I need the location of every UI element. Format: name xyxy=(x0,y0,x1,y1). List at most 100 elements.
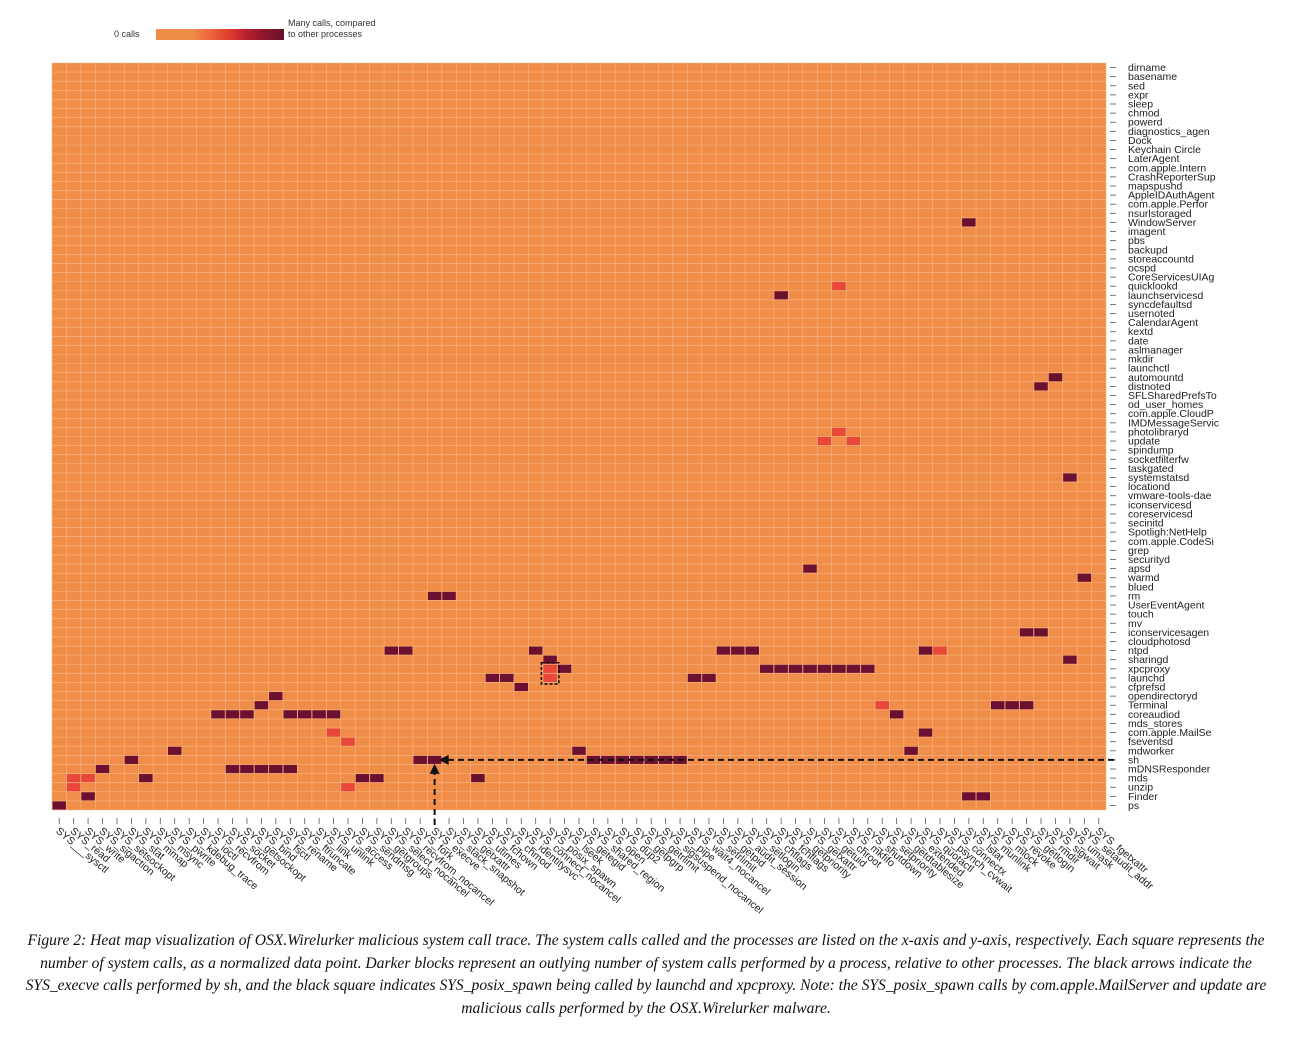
y-tick-label: locationd xyxy=(1128,481,1170,493)
y-tick-label: date xyxy=(1128,335,1149,347)
heatmap-cell xyxy=(269,764,283,774)
heatmap-cell xyxy=(168,746,182,755)
heatmap-cell xyxy=(875,701,889,710)
y-tick-label: SFLSharedPrefsTo xyxy=(1128,390,1217,402)
y-tick-label: launchctl xyxy=(1128,363,1169,375)
heatmap-cell xyxy=(889,710,904,719)
annotations xyxy=(429,661,1114,825)
heatmap-cell xyxy=(745,646,759,655)
y-tick-label: mapspushd xyxy=(1128,180,1182,192)
heatmap-cell xyxy=(124,755,139,764)
y-tick-label: launchservicesd xyxy=(1128,290,1203,302)
y-tick-label: UserEventAgent xyxy=(1128,600,1205,612)
y-tick-label: CalendarAgent xyxy=(1128,317,1198,329)
y-tick-label: spindump xyxy=(1128,445,1174,457)
heatmap-cell xyxy=(326,710,341,719)
heatmap-cell xyxy=(384,646,399,655)
y-tick-label: backupd xyxy=(1128,244,1168,256)
heatmap-cell xyxy=(528,646,543,655)
heatmap-cell xyxy=(846,437,861,446)
y-tick-label: CoreServicesUIAg xyxy=(1128,272,1215,284)
y-tick-label: fseventsd xyxy=(1128,736,1173,748)
heatmap-cell xyxy=(803,564,817,573)
heatmap-cell xyxy=(817,437,832,446)
heatmap-cell xyxy=(500,673,514,682)
highlight-box xyxy=(540,661,560,685)
heatmap-cell xyxy=(1077,573,1092,582)
y-tick-label: pbs xyxy=(1128,235,1145,247)
y-tick-label: od_user_homes xyxy=(1128,399,1203,411)
heatmap-cell xyxy=(95,764,110,774)
legend-high-label-line2: to other processes xyxy=(288,29,363,39)
heatmap-cell xyxy=(1048,373,1063,382)
heatmap-cell xyxy=(283,764,297,774)
heatmap-cell xyxy=(341,737,355,746)
y-tick-label: sed xyxy=(1128,80,1145,92)
y-tick-label: aslmanager xyxy=(1128,344,1183,356)
heatmap-cell xyxy=(990,701,1005,710)
y-tick-label: storeaccountd xyxy=(1128,253,1194,265)
y-tick-label: automountd xyxy=(1128,372,1184,384)
heatmap-cell xyxy=(225,710,240,719)
heatmap-cell xyxy=(326,728,341,737)
heatmap-cell xyxy=(427,755,442,764)
y-tick-label: expr xyxy=(1128,89,1149,101)
y-tick-label: com.apple.CodeSi xyxy=(1128,536,1214,548)
heatmap-cell xyxy=(1063,655,1077,664)
heatmap-cell xyxy=(543,655,557,664)
y-tick-label: quicklookd xyxy=(1128,281,1178,293)
heatmap-cell xyxy=(1034,382,1048,391)
heatmap-cell xyxy=(81,792,95,801)
heatmap-cell xyxy=(427,591,442,600)
heatmap-cell xyxy=(370,774,384,783)
y-tick-label: com.apple.MailSe xyxy=(1128,727,1212,739)
y-tick-label: mds_stores xyxy=(1128,718,1182,730)
y-tick-label: sh xyxy=(1128,754,1139,766)
y-axis-labels: dirnamebasenamesedexprsleepchmodpowerddi… xyxy=(1110,62,1219,812)
heatmap-cell xyxy=(211,710,225,719)
y-tick-label: Finder xyxy=(1128,791,1158,803)
heatmap-cell xyxy=(399,646,413,655)
y-tick-label: vmware-tools-dae xyxy=(1128,490,1212,502)
y-tick-label: systemstatsd xyxy=(1128,472,1189,484)
heatmap-cell xyxy=(774,291,788,300)
y-tick-label: powerd xyxy=(1128,117,1163,129)
y-tick-label: update xyxy=(1128,436,1160,448)
y-tick-label: touch xyxy=(1128,609,1154,621)
arrow-head-left xyxy=(438,754,449,765)
y-tick-label: warmd xyxy=(1127,572,1160,584)
x-axis-labels: SYS___sysctlSYS_readSYS_writeSYS_sigacti… xyxy=(53,818,1156,916)
y-tick-label: nsurlstoraged xyxy=(1128,208,1192,220)
y-tick-label: mDNSResponder xyxy=(1128,764,1211,776)
heatmap-cell xyxy=(918,646,933,655)
y-tick-label: LaterAgent xyxy=(1128,153,1179,165)
heatmap-cell xyxy=(413,755,427,764)
heatmap-cell xyxy=(1019,701,1034,710)
color-legend: 0 calls Many calls, compared to other pr… xyxy=(0,0,420,50)
heatmap-cell xyxy=(572,746,586,755)
y-tick-label: CrashReporterSup xyxy=(1128,171,1216,183)
y-tick-label: AppleIDAuthAgent xyxy=(1128,190,1214,202)
heatmap-cell xyxy=(774,664,788,673)
y-tick-label: opendirectoryd xyxy=(1128,691,1198,703)
legend-gradient-bar xyxy=(156,29,284,40)
heatmap-cell xyxy=(601,755,615,764)
y-tick-label: iconservicesd xyxy=(1128,499,1192,511)
y-tick-label: ocspd xyxy=(1128,262,1156,274)
heatmap-cell xyxy=(861,664,875,673)
heatmap-cell xyxy=(312,710,326,719)
heatmap-cell xyxy=(918,728,933,737)
heatmap-cell xyxy=(52,801,66,810)
y-tick-label: Keychain Circle xyxy=(1128,144,1201,156)
y-tick-label: ps xyxy=(1128,800,1139,812)
heatmap-cell xyxy=(803,664,817,673)
y-tick-label: Dock xyxy=(1128,135,1153,147)
y-tick-label: rm xyxy=(1128,590,1140,602)
y-tick-label: imagent xyxy=(1128,226,1165,238)
y-tick-label: WindowServer xyxy=(1128,217,1197,229)
heatmap-cell xyxy=(788,664,803,673)
y-tick-label: kextd xyxy=(1128,326,1153,338)
heatmap-cell xyxy=(514,682,528,692)
heatmap-cell xyxy=(543,673,557,682)
y-tick-label: diagnostics_agen xyxy=(1128,126,1210,138)
